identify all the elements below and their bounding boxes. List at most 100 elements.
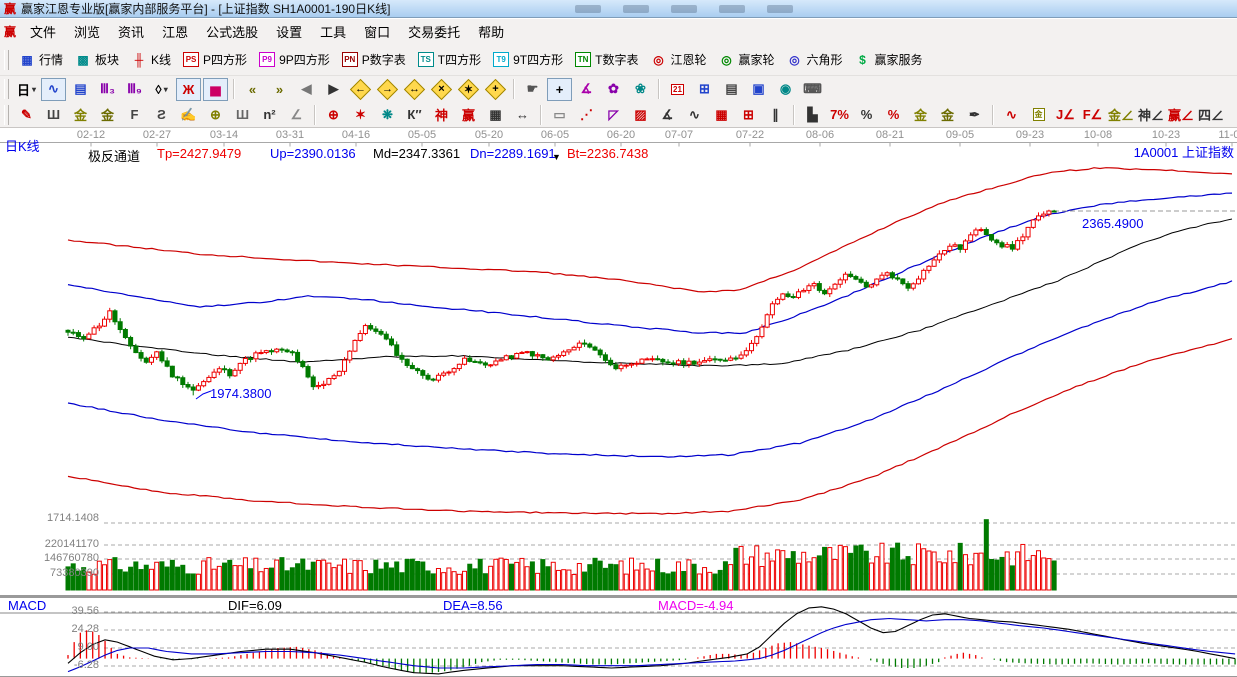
- tool-four-angle[interactable]: 四∠: [1197, 103, 1225, 126]
- tb-9p-square[interactable]: P9 9P四方形: [253, 48, 336, 71]
- menu-item-10[interactable]: 帮助: [478, 25, 505, 40]
- tool-web-grid[interactable]: ❋: [375, 103, 400, 126]
- tb-sectors[interactable]: ▩ 板块: [69, 48, 125, 71]
- menu-item-3[interactable]: 资讯: [118, 25, 145, 40]
- tool-v-waves[interactable]: ∿: [682, 103, 707, 126]
- tool-brush[interactable]: ✎: [14, 103, 39, 126]
- tool-period-dropdown[interactable]: 日 ▾: [14, 78, 39, 101]
- period-dropdown-icon: 日: [16, 82, 30, 98]
- tool-calendar[interactable]: 21: [665, 78, 690, 101]
- kline-plot[interactable]: [0, 128, 1237, 677]
- tool-box-tool[interactable]: ▭: [547, 103, 572, 126]
- tool-gann-fan[interactable]: ⋰: [574, 103, 599, 126]
- date-label: 06-05: [540, 129, 570, 141]
- tb-winner-service[interactable]: $ 赢家服务: [849, 48, 929, 71]
- tb-t-square[interactable]: TS T四方形: [412, 48, 487, 71]
- tool-shen-angle[interactable]: 神∠: [1137, 103, 1165, 126]
- tool-percent-line[interactable]: %: [881, 103, 906, 126]
- menu-item-7[interactable]: 工具: [320, 25, 347, 40]
- tool-spiral-gate[interactable]: Ƨ: [149, 103, 174, 126]
- tool-candle-style-dropdown[interactable]: ◊ ▾: [149, 78, 174, 101]
- tb-kline[interactable]: ╫ K线: [125, 48, 177, 71]
- tool-parallel-lines[interactable]: ∥: [763, 103, 788, 126]
- chart-canvas[interactable]: 日K线 02-12 02-27 03-14 03-31 04-16 05-05 05-20 0…: [0, 128, 1237, 677]
- tool-percent[interactable]: %: [854, 103, 879, 126]
- tool-shift-right[interactable]: →: [375, 78, 400, 101]
- tool-bars-3[interactable]: Ⅲ₃: [95, 78, 120, 101]
- tool-fan-box[interactable]: ◸: [601, 103, 626, 126]
- tb-p-number[interactable]: PN P数字表: [336, 48, 412, 71]
- tool-histogram-colors[interactable]: ▅: [203, 77, 228, 101]
- tool-save[interactable]: ▣: [746, 78, 771, 101]
- tool-fence-grid-2[interactable]: Ш: [230, 103, 255, 126]
- tool-ying-angle[interactable]: 赢∠: [1167, 103, 1195, 126]
- tool-expand-horizontal[interactable]: ↔: [402, 78, 427, 101]
- menu-item-8[interactable]: 窗口: [364, 25, 391, 40]
- menu-item-6[interactable]: 设置: [276, 25, 303, 40]
- tb-hexagon[interactable]: ◎ 六角形: [781, 48, 849, 71]
- tool-k-quote[interactable]: К″: [402, 103, 427, 126]
- tool-fence-grid[interactable]: Ш: [41, 103, 66, 126]
- tool-star-grid[interactable]: ✶: [348, 103, 373, 126]
- menu-item-4[interactable]: 江恩: [162, 25, 189, 40]
- menu-item-9[interactable]: 交易委托: [408, 25, 461, 40]
- tool-first-bar[interactable]: «: [240, 78, 265, 101]
- tool-angle-ruler[interactable]: ∠: [284, 103, 309, 126]
- tool-j-angle[interactable]: J∠: [1053, 103, 1078, 126]
- tool-width-measure[interactable]: ↔: [510, 103, 535, 126]
- tool-last-bar[interactable]: »: [267, 78, 292, 101]
- menu-item-1[interactable]: 文件: [30, 25, 57, 40]
- tool-n-squared[interactable]: n²: [257, 103, 282, 126]
- tb-quotes[interactable]: ▦ 行情: [13, 48, 69, 71]
- tb-t-number[interactable]: TN T数字表: [569, 48, 644, 71]
- tool-wave-strike[interactable]: ∿: [999, 103, 1024, 126]
- tb-p-square[interactable]: PS P四方形: [177, 48, 253, 71]
- tool-gann-circle[interactable]: ⊕: [203, 103, 228, 126]
- tool-web-refresh[interactable]: ◉: [773, 78, 798, 101]
- title-bar[interactable]: 赢 赢家江恩专业版[赢家内部服务平台] - [上证指数 SH1A0001-190…: [0, 0, 1237, 18]
- tool-hand-tool[interactable]: ☛: [520, 78, 545, 101]
- tb-winner-wheel[interactable]: ◎ 赢家轮: [712, 48, 780, 71]
- tool-gold-gate-2[interactable]: 金: [95, 103, 120, 126]
- tool-gold-circle[interactable]: 金: [908, 103, 933, 126]
- tool-zigzag-tool[interactable]: ∿: [41, 77, 66, 101]
- tool-shen-grid[interactable]: 神: [429, 103, 454, 126]
- tool-f-angle[interactable]: F∠: [1080, 103, 1105, 126]
- menu-item-2[interactable]: 浏览: [74, 25, 101, 40]
- tool-star-tool[interactable]: ✶: [456, 78, 481, 101]
- tool-next-bar[interactable]: ▶: [321, 78, 346, 101]
- tool-circle-cross[interactable]: ⊕: [321, 103, 346, 126]
- tool-bars-9[interactable]: Ⅲ₉: [122, 78, 147, 101]
- tb-gann-wheel[interactable]: ◎ 江恩轮: [644, 48, 712, 71]
- tool-grid-red[interactable]: ▦: [709, 103, 734, 126]
- tool-calculator[interactable]: ⊞: [692, 78, 717, 101]
- tool-gold-angle[interactable]: 金∠: [1107, 103, 1135, 126]
- tool-notepad[interactable]: ▤: [719, 78, 744, 101]
- tool-brush-chart[interactable]: ✍: [176, 103, 201, 126]
- tool-gold-box[interactable]: 金: [1026, 103, 1051, 126]
- tool-ruler-123[interactable]: ▦: [483, 103, 508, 126]
- tool-pattern-tool[interactable]: Ж: [176, 77, 201, 101]
- tool-flower-tool[interactable]: ✿: [601, 78, 626, 101]
- tool-crosshair-tool[interactable]: +: [547, 77, 572, 101]
- tool-angle-measure[interactable]: ∡: [574, 78, 599, 101]
- tool-acute-angles[interactable]: ∡: [655, 103, 680, 126]
- tool-ink-pen[interactable]: ✒: [962, 103, 987, 126]
- tool-ying-grid[interactable]: 赢: [456, 103, 481, 126]
- tool-gold-line[interactable]: 金: [935, 103, 960, 126]
- tool-gold-gate-1[interactable]: 金: [68, 103, 93, 126]
- tb-9t-square[interactable]: T9 9T四方形: [487, 48, 569, 71]
- tool-step-bars[interactable]: ▙: [800, 103, 825, 126]
- tool-f-gate[interactable]: F: [122, 103, 147, 126]
- tool-t-percent[interactable]: 7%: [827, 103, 852, 126]
- menu-item-5[interactable]: 公式选股: [206, 25, 259, 40]
- tool-info-note[interactable]: ▤: [68, 78, 93, 101]
- tool-grid-target[interactable]: ⊞: [736, 103, 761, 126]
- tool-box-diagonal[interactable]: ▨: [628, 103, 653, 126]
- tool-computer[interactable]: ⌨: [800, 78, 825, 101]
- tool-cloud-tool[interactable]: ❀: [628, 78, 653, 101]
- tool-cross-tool[interactable]: ×: [429, 78, 454, 101]
- tool-shift-left[interactable]: ←: [348, 78, 373, 101]
- tool-move-all[interactable]: +: [483, 78, 508, 101]
- tool-prev-bar[interactable]: ◀: [294, 78, 319, 101]
